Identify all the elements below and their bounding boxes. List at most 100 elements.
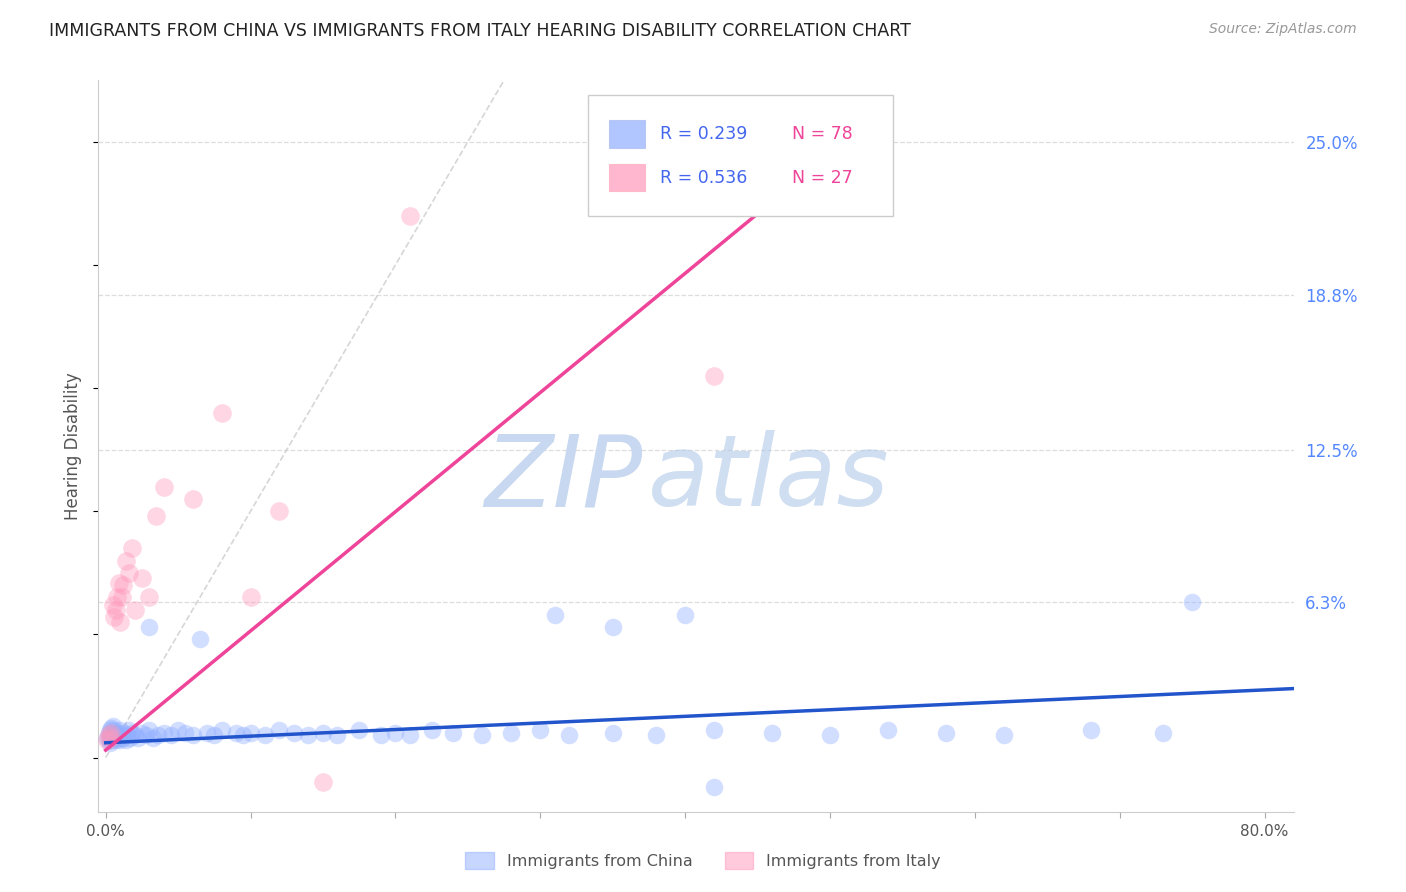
Point bbox=[121, 726, 143, 740]
Point bbox=[1080, 723, 1102, 738]
Point bbox=[312, 775, 335, 789]
Point bbox=[253, 728, 276, 742]
Point bbox=[118, 566, 141, 580]
Point bbox=[160, 728, 183, 742]
Point bbox=[347, 723, 370, 738]
Point bbox=[167, 723, 190, 738]
Point bbox=[152, 480, 174, 494]
Point bbox=[138, 591, 160, 605]
Text: R = 0.239: R = 0.239 bbox=[661, 125, 748, 143]
Point bbox=[105, 726, 128, 740]
FancyBboxPatch shape bbox=[609, 120, 644, 147]
Point bbox=[283, 726, 305, 740]
Point bbox=[501, 726, 523, 740]
Point bbox=[98, 728, 121, 742]
Point bbox=[110, 728, 132, 742]
Point bbox=[105, 591, 128, 605]
Point bbox=[877, 723, 900, 738]
Point bbox=[108, 615, 131, 629]
Point bbox=[101, 733, 124, 747]
Point bbox=[211, 406, 233, 420]
Point bbox=[544, 607, 567, 622]
Point bbox=[110, 591, 132, 605]
Point bbox=[118, 723, 141, 738]
Point bbox=[103, 731, 125, 745]
Point bbox=[101, 718, 124, 732]
Point bbox=[471, 728, 494, 742]
Point bbox=[101, 598, 124, 612]
Point bbox=[97, 726, 120, 740]
Point bbox=[117, 728, 139, 742]
Point bbox=[297, 728, 319, 742]
Point bbox=[96, 731, 118, 745]
Point bbox=[98, 731, 121, 745]
Point bbox=[103, 610, 125, 624]
Point bbox=[135, 728, 157, 742]
Point bbox=[399, 209, 422, 223]
Point bbox=[225, 726, 247, 740]
Point bbox=[104, 733, 127, 747]
Point bbox=[673, 607, 696, 622]
Point bbox=[602, 726, 624, 740]
Point bbox=[114, 726, 136, 740]
Point bbox=[101, 726, 124, 740]
Point bbox=[441, 726, 464, 740]
Point bbox=[239, 726, 262, 740]
Point bbox=[104, 603, 127, 617]
Point bbox=[645, 728, 668, 742]
Point bbox=[103, 723, 125, 738]
FancyBboxPatch shape bbox=[609, 163, 644, 192]
Point bbox=[100, 721, 122, 735]
Point bbox=[602, 620, 624, 634]
Point bbox=[312, 726, 335, 740]
Text: atlas: atlas bbox=[648, 431, 890, 527]
Point bbox=[818, 728, 841, 742]
Point bbox=[142, 731, 165, 745]
Point bbox=[269, 723, 291, 738]
Point bbox=[104, 728, 127, 742]
Point bbox=[269, 504, 291, 518]
Point bbox=[97, 733, 120, 747]
Point bbox=[131, 726, 153, 740]
Text: IMMIGRANTS FROM CHINA VS IMMIGRANTS FROM ITALY HEARING DISABILITY CORRELATION CH: IMMIGRANTS FROM CHINA VS IMMIGRANTS FROM… bbox=[49, 22, 911, 40]
Point bbox=[935, 726, 957, 740]
Point bbox=[195, 726, 218, 740]
Point bbox=[100, 726, 122, 740]
Point bbox=[96, 733, 118, 747]
Text: N = 27: N = 27 bbox=[792, 169, 852, 186]
Point bbox=[108, 723, 131, 738]
Point bbox=[703, 723, 725, 738]
Point bbox=[138, 620, 160, 634]
Point bbox=[384, 726, 406, 740]
Point bbox=[112, 578, 135, 592]
Point bbox=[370, 728, 392, 742]
Point bbox=[107, 731, 129, 745]
Point bbox=[326, 728, 349, 742]
Point bbox=[703, 368, 725, 383]
Point bbox=[202, 728, 225, 742]
Point bbox=[108, 733, 131, 747]
Point bbox=[993, 728, 1015, 742]
Point bbox=[174, 726, 197, 740]
Point bbox=[232, 728, 254, 742]
Text: Source: ZipAtlas.com: Source: ZipAtlas.com bbox=[1209, 22, 1357, 37]
Point bbox=[120, 731, 142, 745]
Point bbox=[138, 723, 160, 738]
Point bbox=[399, 728, 422, 742]
Point bbox=[97, 728, 120, 742]
Point bbox=[181, 728, 204, 742]
Point bbox=[239, 591, 262, 605]
Point bbox=[188, 632, 211, 647]
FancyBboxPatch shape bbox=[589, 95, 893, 216]
Point bbox=[703, 780, 725, 794]
Point bbox=[127, 731, 149, 745]
Point bbox=[98, 736, 121, 750]
Point bbox=[121, 541, 143, 556]
Point bbox=[112, 731, 135, 745]
Point bbox=[98, 723, 121, 738]
Point bbox=[146, 728, 169, 742]
Point bbox=[115, 733, 138, 747]
Point bbox=[761, 726, 783, 740]
Y-axis label: Hearing Disability: Hearing Disability bbox=[65, 372, 83, 520]
Text: ZIP: ZIP bbox=[484, 431, 643, 527]
